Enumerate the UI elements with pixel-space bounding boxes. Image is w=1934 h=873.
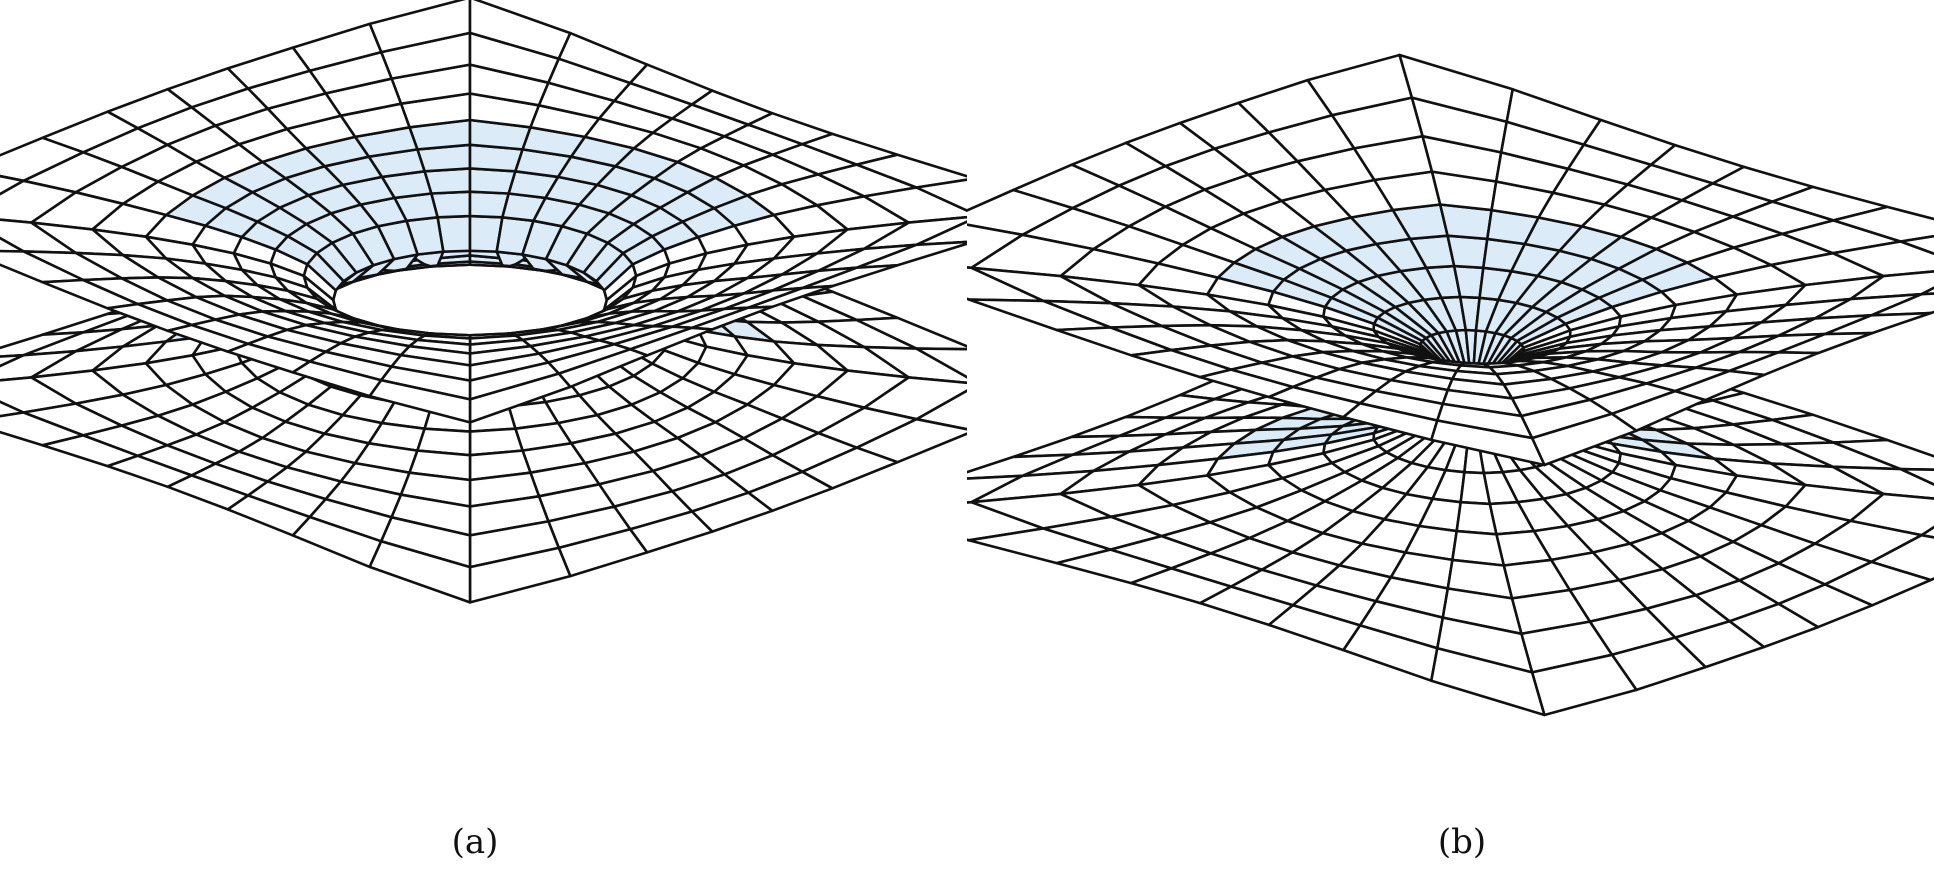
mesh-face-lower xyxy=(915,347,967,379)
mesh-face-lower xyxy=(1455,500,1498,536)
caption-b: (b) xyxy=(1437,822,1487,862)
mesh-face-upper xyxy=(368,378,472,424)
mesh-face-lower xyxy=(1832,438,1934,472)
surface-a-wireframe xyxy=(0,0,967,604)
mesh-face-upper xyxy=(855,153,967,189)
mesh-face-lower xyxy=(862,345,967,385)
mesh-face-upper xyxy=(967,223,1024,270)
caption-a: (a) xyxy=(451,822,499,862)
mesh-face-lower xyxy=(1429,646,1546,717)
mesh-face-lower xyxy=(1899,467,1934,486)
mesh-face-lower xyxy=(0,330,85,358)
mesh-face-lower xyxy=(855,316,967,351)
mesh-face-lower xyxy=(967,474,1024,504)
mesh-face-lower xyxy=(368,539,472,604)
mesh-face-upper xyxy=(862,186,967,224)
mesh-face-lower xyxy=(915,389,967,431)
panel-b: (b) xyxy=(967,0,1934,873)
mesh-face-upper xyxy=(915,220,967,247)
mesh-face-upper xyxy=(1429,419,1546,467)
mesh-face-upper xyxy=(1899,234,1934,256)
mesh-face-upper xyxy=(0,136,85,183)
mesh-face-upper xyxy=(1832,205,1934,243)
mesh-face-upper xyxy=(0,236,25,253)
mesh-face-lower xyxy=(0,353,25,368)
mesh-face-upper xyxy=(1831,240,1934,278)
mesh-face-upper xyxy=(0,174,25,196)
panel-a: (a) xyxy=(0,0,967,862)
mesh-face-upper xyxy=(1446,234,1489,270)
surface-b-wireframe xyxy=(967,53,1934,717)
mesh-face-upper xyxy=(915,178,967,213)
mesh-face-lower xyxy=(1831,465,1934,500)
mesh-face-lower xyxy=(1459,470,1492,506)
